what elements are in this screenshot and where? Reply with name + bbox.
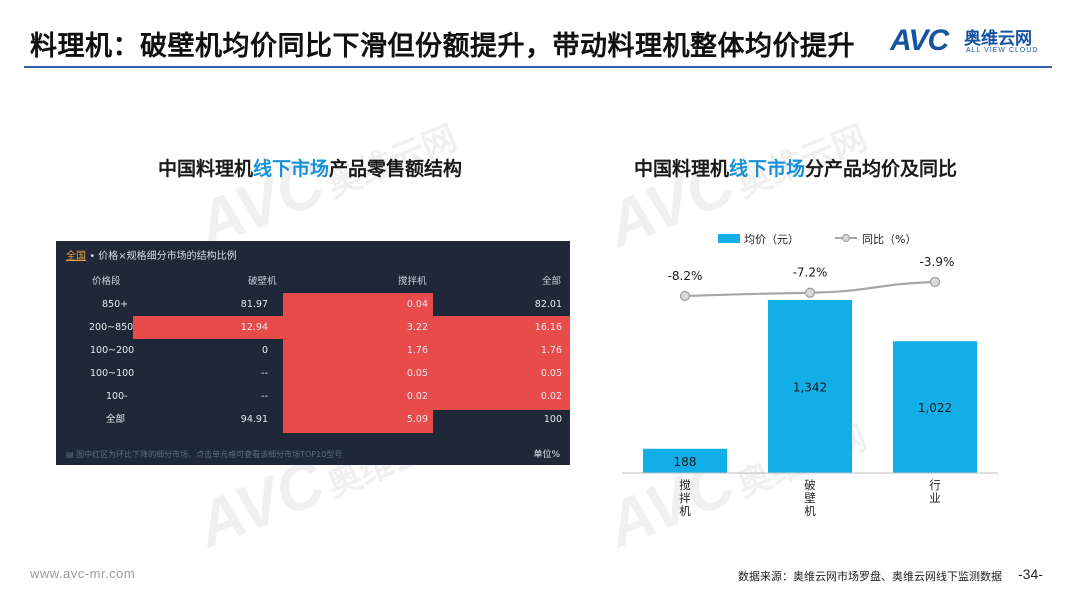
legend-label: 同比（%） (862, 233, 916, 246)
table-cell: 850+ (102, 299, 129, 310)
x-tick-label: 行 (929, 478, 941, 492)
table-cell[interactable]: 81.97 (240, 299, 268, 310)
yoy-value-label: -3.9% (920, 255, 955, 269)
logo-cn: 奥维云网 (964, 29, 1032, 49)
table-cell[interactable]: 1.76 (540, 345, 562, 356)
right-subtitle-highlight: 线下市场 (729, 158, 806, 180)
left-subtitle-highlight: 线下市场 (253, 158, 330, 180)
panel-unit: 单位% (533, 450, 560, 460)
legend-marker (841, 233, 851, 243)
legend-swatch-bar (718, 234, 740, 243)
table-cell[interactable]: 100 (543, 414, 562, 425)
table-header-cell: 破壁机 (248, 276, 277, 287)
header-divider (24, 66, 1052, 68)
x-tick-label: 机 (804, 504, 816, 518)
table-cell[interactable]: 94.91 (240, 414, 268, 425)
left-subtitle: 中国料理机线下市场产品零售额结构 (158, 154, 462, 181)
table-cell[interactable]: 0 (261, 345, 268, 356)
page-title: 料理机：破壁机均价同比下滑但份额提升，带动料理机整体均价提升 (30, 31, 855, 62)
table-cell: 100- (106, 391, 128, 402)
table-cell[interactable]: 0.05 (406, 368, 428, 379)
right-subtitle-pre: 中国料理机 (634, 158, 730, 180)
table-header-cell: 价格段 (92, 276, 121, 287)
table-row[interactable]: 100~200 0 1.76 1.76 (56, 339, 570, 362)
table-total-row[interactable]: 全部 94.91 5.09 100 (56, 408, 570, 431)
table-cell[interactable]: 0.02 (406, 391, 428, 402)
table-cell[interactable]: 82.01 (534, 299, 562, 310)
table-cell: 200~850 (89, 322, 134, 333)
bar (893, 341, 977, 473)
bar (768, 300, 852, 473)
table-cell[interactable]: -- (261, 391, 268, 402)
note-icon: ▤ (66, 450, 77, 459)
yoy-value-label: -8.2% (668, 269, 703, 283)
left-subtitle-post: 产品零售额结构 (329, 158, 463, 180)
logo-en: ALL VIEW CLOUD (966, 47, 1039, 54)
bar-value-label: 188 (674, 455, 697, 469)
table-row[interactable]: 100- -- 0.02 0.02 (56, 385, 570, 408)
table-cell: 全部 (106, 414, 126, 425)
yoy-point (804, 287, 816, 298)
bar-value-label: 1,022 (918, 401, 952, 415)
right-subtitle-post: 分产品均价及同比 (805, 158, 958, 180)
bar-value-label: 1,342 (793, 381, 827, 395)
legend-label: 均价（元） (744, 233, 799, 246)
table-cell[interactable]: 0.02 (540, 391, 562, 402)
x-tick-label: 业 (929, 491, 941, 505)
table-cell: 100~100 (90, 368, 135, 379)
scope-link[interactable]: 全国 (66, 251, 86, 262)
table-cell[interactable]: 1.76 (406, 345, 428, 356)
left-subtitle-pre: 中国料理机 (158, 158, 254, 180)
table-cell[interactable]: 5.09 (406, 414, 428, 425)
yoy-point (679, 290, 691, 302)
table-cell: 100~200 (90, 345, 135, 356)
panel-heading-text: • 价格×规格细分市场的结构比例 (89, 251, 237, 262)
table-cell[interactable]: 0.04 (406, 299, 428, 310)
decline-highlight (433, 316, 570, 410)
table-cell[interactable]: -- (261, 368, 268, 379)
website-url[interactable]: www.avc-mr.com (30, 566, 136, 581)
panel-footnote: ▤ 图中红区为环比下降的细分市场，点击单元格可查看该细分市场TOP10型号 (66, 449, 342, 460)
x-tick-label: 壁 (804, 491, 816, 505)
decline-highlight (283, 293, 433, 433)
table-header-row: 价格段 破壁机 搅拌机 全部 (56, 270, 570, 293)
logo-mark: AVC (890, 24, 949, 57)
table-row[interactable]: 100~100 -- 0.05 0.05 (56, 362, 570, 385)
table-row[interactable]: 200~850 12.94 3.22 16.16 (56, 316, 570, 339)
yoy-point (929, 276, 941, 288)
x-tick-label: 破 (804, 478, 816, 492)
panel-heading: 全国 • 价格×规格细分市场的结构比例 (66, 247, 237, 262)
page-number: -34- (1018, 566, 1043, 582)
table-cell[interactable]: 16.16 (534, 322, 562, 333)
table-cell[interactable]: 0.05 (540, 368, 562, 379)
table-header-cell: 搅拌机 (398, 276, 427, 287)
x-tick-label: 搅 (679, 478, 691, 492)
bar (643, 448, 727, 473)
table-header-cell: 全部 (542, 276, 562, 287)
x-tick-label: 拌 (679, 491, 691, 505)
right-subtitle: 中国料理机线下市场分产品均价及同比 (634, 154, 957, 181)
panel-footnote-text: 图中红区为环比下降的细分市场，点击单元格可查看该细分市场TOP10型号 (76, 450, 343, 459)
table-row[interactable]: 850+ 81.97 0.04 82.01 (56, 293, 570, 316)
yoy-value-label: -7.2% (793, 266, 828, 280)
avc-logo: AVC 奥维云网 ALL VIEW CLOUD (890, 22, 1060, 62)
structure-table-panel: 全国 • 价格×规格细分市场的结构比例 价格段 破壁机 搅拌机 全部 850+ … (56, 241, 570, 465)
table-cell[interactable]: 3.22 (406, 322, 428, 333)
table-cell[interactable]: 12.94 (240, 322, 268, 333)
x-tick-label: 机 (679, 504, 691, 518)
data-source: 数据来源：奥维云网市场罗盘、奥维云网线下监测数据 (738, 570, 1002, 583)
